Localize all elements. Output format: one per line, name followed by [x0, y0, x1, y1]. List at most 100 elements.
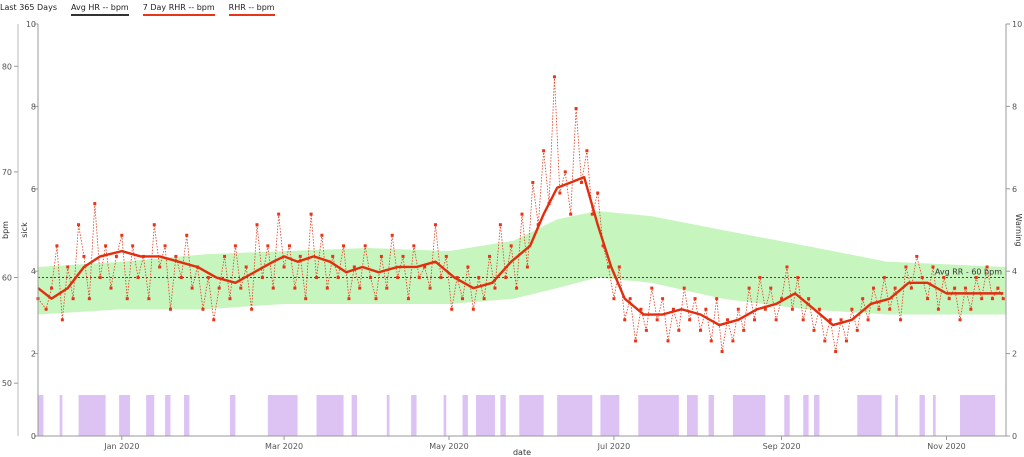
rhr-point — [87, 297, 91, 301]
rhr-point — [471, 307, 475, 311]
rhr-point — [287, 244, 291, 248]
rhr-point — [271, 286, 275, 290]
rhr-point — [542, 149, 546, 153]
rhr-point — [401, 254, 405, 258]
rhr-point — [569, 212, 573, 216]
sick-period-bar — [411, 395, 417, 436]
rhr-point — [817, 307, 821, 311]
rhr-point — [412, 244, 416, 248]
legend-rhr[interactable]: RHR -- bpm — [228, 3, 275, 16]
rhr-point — [250, 307, 254, 311]
rhr-point — [498, 223, 502, 227]
rhr-point — [850, 307, 854, 311]
rhr-point — [131, 244, 135, 248]
rhr-point — [347, 297, 351, 301]
rhr-point — [915, 254, 919, 258]
sick-period-bar — [146, 395, 155, 436]
rhr-point — [904, 265, 908, 269]
x-tick-label: Mar 2020 — [265, 442, 303, 451]
rhr-point — [650, 286, 654, 290]
rhr-7day-series — [37, 175, 1004, 327]
rhr-point — [742, 328, 746, 332]
rhr-point — [558, 191, 562, 195]
rhr-point — [374, 297, 378, 301]
sick-period-bar — [267, 395, 298, 436]
rhr-point — [260, 276, 264, 280]
legend-avg-hr[interactable]: Avg HR -- bpm — [70, 3, 129, 16]
sick-period-bar — [557, 395, 593, 436]
warning-tick-label: 6 — [1012, 185, 1017, 194]
rhr-point — [677, 328, 681, 332]
y-axis-label-warning: Warning — [1014, 214, 1023, 247]
rhr-point — [352, 265, 356, 269]
rhr-point — [185, 233, 189, 237]
rhr-point — [244, 265, 248, 269]
rhr-point — [877, 307, 881, 311]
rhr-point — [450, 307, 454, 311]
rhr-point — [77, 223, 81, 227]
rhr-point — [385, 286, 389, 290]
rhr-point — [607, 265, 611, 269]
rhr-point — [990, 297, 994, 301]
rhr-point — [872, 286, 876, 290]
rhr-point — [861, 297, 865, 301]
rhr-point — [769, 286, 773, 290]
legend: Last 365 Days Avg HR -- bpm 7 Day RHR --… — [0, 0, 289, 18]
rhr-point — [520, 212, 524, 216]
rhr-point — [958, 318, 962, 322]
rhr-point — [212, 318, 216, 322]
sick-period-bar — [686, 395, 698, 436]
sick-period-bar — [78, 395, 106, 436]
rhr-point — [780, 297, 784, 301]
rhr-point — [693, 297, 697, 301]
rhr-point — [125, 297, 129, 301]
rhr-point — [428, 286, 432, 290]
rhr-point — [688, 318, 692, 322]
rhr-point — [974, 276, 978, 280]
rhr-point — [423, 265, 427, 269]
rhr-point — [109, 286, 113, 290]
rhr-point — [120, 233, 124, 237]
legend-7day-rhr[interactable]: 7 Day RHR -- bpm — [142, 3, 215, 16]
x-tick-label: May 2020 — [429, 442, 468, 451]
rhr-point — [44, 307, 48, 311]
rhr-point — [363, 244, 367, 248]
rhr-point — [369, 276, 373, 280]
rhr-point — [277, 212, 281, 216]
rhr-point — [255, 223, 259, 227]
sick-periods — [38, 395, 996, 436]
rhr-point — [785, 265, 789, 269]
rhr-point — [282, 265, 286, 269]
rhr-point — [114, 254, 118, 258]
rhr-point — [698, 328, 702, 332]
rhr-point — [217, 286, 221, 290]
avg-hr-band — [38, 210, 1006, 315]
rhr-point — [942, 276, 946, 280]
period-label[interactable]: Last 365 Days — [0, 3, 57, 12]
rhr-point — [585, 149, 589, 153]
rhr-point — [612, 297, 616, 301]
sick-tick-label: 8 — [31, 102, 36, 111]
rhr-point — [709, 339, 713, 343]
sick-tick-label: 10 — [26, 20, 36, 29]
rhr-point — [855, 328, 859, 332]
rhr-point — [823, 339, 827, 343]
rhr-point — [747, 286, 751, 290]
rhr-point — [790, 307, 794, 311]
sick-period-bar — [857, 395, 882, 436]
rhr-point — [552, 75, 556, 79]
rhr-point — [136, 276, 140, 280]
rhr-point — [963, 286, 967, 290]
sick-period-bar — [476, 395, 495, 436]
rhr-point — [168, 307, 172, 311]
sick-period-bar — [351, 395, 358, 436]
rhr-point — [893, 286, 897, 290]
rhr-point — [574, 107, 578, 111]
rhr-point — [466, 265, 470, 269]
bpm-tick-label: 70 — [2, 168, 12, 177]
rhr-point — [601, 244, 605, 248]
sick-period-bar — [638, 395, 679, 436]
rhr-point — [661, 297, 665, 301]
rhr-point — [336, 276, 340, 280]
